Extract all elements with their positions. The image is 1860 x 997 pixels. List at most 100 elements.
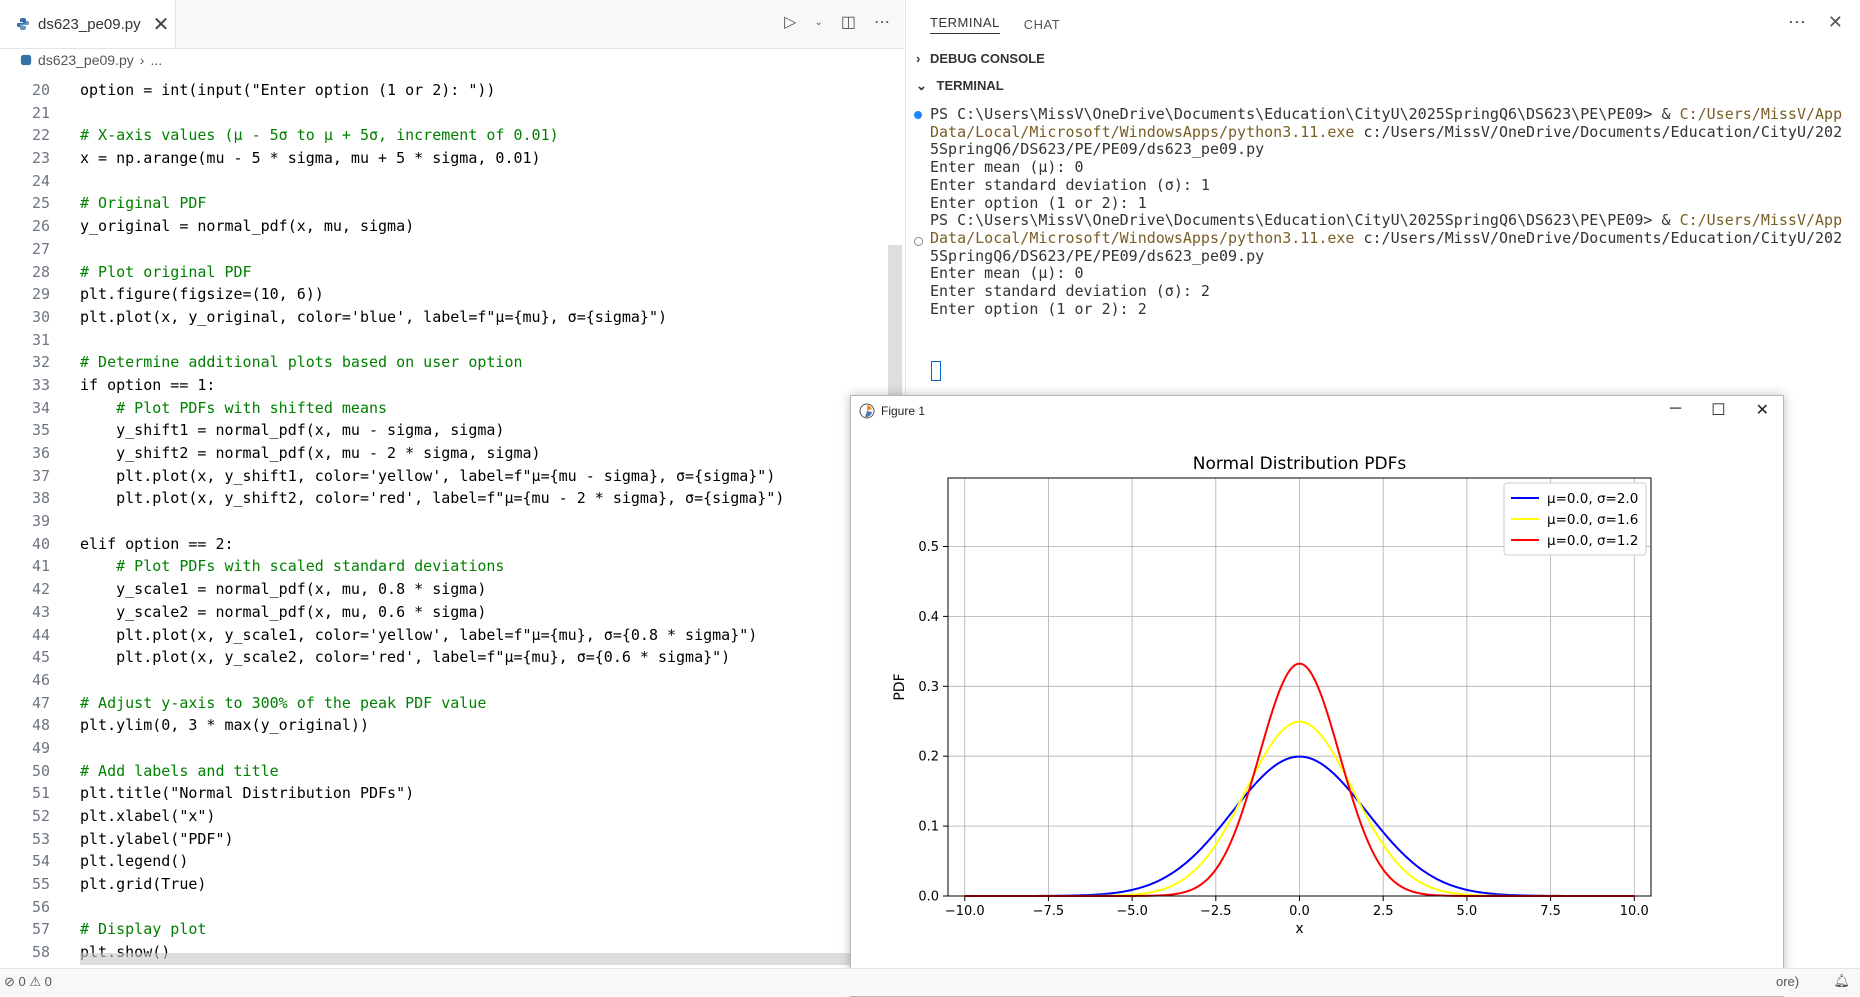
- bell-icon[interactable]: 🔔︎: [1833, 973, 1850, 988]
- line-number: 31: [31, 330, 50, 349]
- line-number: 58: [31, 943, 50, 962]
- code-line[interactable]: 44 plt.plot(x, y_scale1, color='yellow',…: [0, 624, 890, 647]
- code-line[interactable]: 21: [0, 102, 890, 125]
- code-line[interactable]: 45 plt.plot(x, y_scale2, color='red', la…: [0, 646, 890, 669]
- close-tab-button[interactable]: ✕: [152, 13, 170, 36]
- code-line[interactable]: 30 plt.plot(x, y_original, color='blue', …: [0, 306, 890, 329]
- more-actions-icon[interactable]: ⋯: [1787, 12, 1806, 32]
- breadcrumb: ds623_pe09.py › ...: [0, 48, 904, 72]
- editor-tab-bar: ds623_pe09.py ✕ ▷ ⌄ ◫ ⋯: [0, 0, 904, 49]
- code-line[interactable]: 55 plt.grid(True): [0, 873, 890, 896]
- code-line[interactable]: 34 # Plot PDFs with shifted means: [0, 397, 890, 420]
- code-line[interactable]: 38 plt.plot(x, y_shift2, color='red', la…: [0, 487, 890, 510]
- code-line[interactable]: 52 plt.xlabel("x"): [0, 805, 890, 828]
- legend-label: μ=0.0, σ=2.0: [1547, 491, 1638, 507]
- breadcrumb-symbol[interactable]: ...: [150, 52, 163, 68]
- code-line[interactable]: 28 # Plot original PDF: [0, 261, 890, 284]
- x-tick-label: −10.0: [945, 904, 985, 919]
- code-line[interactable]: 35 y_shift1 = normal_pdf(x, mu - sigma, …: [0, 419, 890, 442]
- code-line[interactable]: 22 # X-axis values (μ - 5σ to μ + 5σ, inc…: [0, 124, 890, 147]
- code-line[interactable]: 25 # Original PDF: [0, 192, 890, 215]
- chart: −10.0 −7.5 −5.0 −2.5 0.0 2.5 5.0 7.5 10.0 0.0 0.1 0…: [892, 454, 1652, 937]
- code-line[interactable]: 37 plt.plot(x, y_shift1, color='yellow',…: [0, 465, 890, 488]
- terminal-path: Data/Local/Microsoft/WindowsApps/python3…: [930, 228, 1355, 247]
- close-icon[interactable]: ✕: [1755, 402, 1769, 419]
- line-number: 34: [31, 398, 50, 417]
- split-editor-icon[interactable]: ◫: [840, 14, 856, 31]
- tab-ds623-pe09[interactable]: ds623_pe09.py ✕: [0, 0, 176, 48]
- code-line[interactable]: 20 option = int(input("Enter option (1 or…: [0, 79, 890, 102]
- tab-terminal[interactable]: TERMINAL: [930, 15, 1000, 34]
- code-line[interactable]: 57 # Display plot: [0, 918, 890, 941]
- code-line[interactable]: 51 plt.title("Normal Distribution PDFs"): [0, 782, 890, 805]
- line-number: 20: [31, 81, 50, 99]
- code-text: plt.legend(): [80, 852, 189, 871]
- code-line[interactable]: 46: [0, 669, 890, 692]
- tab-chat[interactable]: CHAT: [1023, 16, 1061, 32]
- terminal-text: c:/Users/MissV/OneDrive/Documents/Educat…: [1354, 228, 1843, 247]
- code-area[interactable]: 20 option = int(input("Enter option (1 or…: [0, 79, 890, 967]
- code-text: plt.plot(x, y_shift1, color='yellow', la…: [80, 466, 776, 485]
- figure-title-bar[interactable]: Figure 1 ─ ☐ ✕: [851, 396, 1783, 426]
- status-item[interactable]: ore): [1776, 974, 1800, 989]
- code-text: plt.plot(x, y_scale2, color='red', label…: [80, 648, 731, 667]
- terminal-line: Enter option (1 or 2): 1: [930, 193, 1147, 214]
- line-number: 48: [31, 716, 50, 735]
- python-file-icon: [20, 54, 32, 66]
- terminal-text: c:/Users/MissV/OneDrive/Documents/Educat…: [1354, 122, 1843, 141]
- command-success-icon[interactable]: [914, 111, 922, 119]
- problems-indicator[interactable]: ⊘ 0 ⚠ 0: [4, 974, 52, 989]
- breadcrumb-file[interactable]: ds623_pe09.py: [38, 52, 134, 68]
- code-line[interactable]: 40 elif option == 2:: [0, 533, 890, 556]
- figure-window-title: Figure 1: [881, 404, 926, 418]
- code-text: option = int(input("Enter option (1 or 2…: [80, 81, 496, 99]
- code-line[interactable]: 49: [0, 737, 890, 760]
- code-line[interactable]: 23 x = np.arange(mu - 5 * sigma, mu + 5 *…: [0, 147, 890, 170]
- code-line[interactable]: 48 plt.ylim(0, 3 * max(y_original)): [0, 714, 890, 737]
- code-line[interactable]: 31: [0, 329, 890, 352]
- close-icon[interactable]: ✕: [1827, 12, 1843, 32]
- matplotlib-icon: [859, 403, 875, 419]
- line-number: 53: [31, 829, 50, 848]
- code-line[interactable]: 42 y_scale1 = normal_pdf(x, mu, 0.8 * si…: [0, 578, 890, 601]
- line-number: 37: [31, 466, 50, 485]
- code-line[interactable]: 26 y_original = normal_pdf(x, mu, sigma): [0, 215, 890, 238]
- horizontal-scrollbar[interactable]: [80, 953, 880, 965]
- code-line[interactable]: 33 if option == 1:: [0, 374, 890, 397]
- line-number: 41: [31, 557, 50, 576]
- code-line[interactable]: 32 # Determine additional plots based on …: [0, 351, 890, 374]
- code-line[interactable]: 56: [0, 896, 890, 919]
- code-line[interactable]: 29 plt.figure(figsize=(10, 6)): [0, 283, 890, 306]
- terminal-text: Enter option (1 or 2): 1: [930, 193, 1147, 212]
- code-text: plt.ylabel("PDF"): [80, 829, 234, 848]
- code-line[interactable]: 47 # Adjust y-axis to 300% of the peak PD…: [0, 692, 890, 715]
- code-text: plt.plot(x, y_scale1, color='yellow', la…: [80, 625, 758, 644]
- editor-actions: ▷ ⌄ ◫ ⋯: [784, 12, 890, 32]
- code-line[interactable]: 43 y_scale2 = normal_pdf(x, mu, 0.6 * si…: [0, 601, 890, 624]
- line-number: 23: [31, 149, 50, 168]
- code-line[interactable]: 39: [0, 510, 890, 533]
- chart-title: Normal Distribution PDFs: [1193, 454, 1407, 474]
- line-number: 35: [31, 421, 50, 440]
- code-line[interactable]: 41 # Plot PDFs with scaled standard devi…: [0, 555, 890, 578]
- terminal-line: Enter standard deviation (σ): 2: [930, 281, 1210, 302]
- command-pending-icon[interactable]: [914, 237, 923, 246]
- code-line[interactable]: 54 plt.legend(): [0, 850, 890, 873]
- debug-console-section[interactable]: › DEBUG CONSOLE: [916, 51, 1045, 66]
- x-tick-label: −7.5: [1033, 904, 1065, 919]
- code-line[interactable]: 53 plt.ylabel("PDF"): [0, 828, 890, 851]
- terminal-cursor: [931, 361, 941, 381]
- code-line[interactable]: 50 # Add labels and title: [0, 760, 890, 783]
- terminal-section[interactable]: ⌄ TERMINAL: [916, 78, 1004, 93]
- terminal-line: Enter standard deviation (σ): 1: [930, 175, 1210, 196]
- line-number: 28: [31, 262, 50, 281]
- code-line[interactable]: 36 y_shift2 = normal_pdf(x, mu - 2 * sig…: [0, 442, 890, 465]
- more-actions-icon[interactable]: ⋯: [874, 14, 890, 31]
- run-dropdown-icon[interactable]: ⌄: [814, 16, 823, 28]
- code-line[interactable]: 24: [0, 170, 890, 193]
- code-line[interactable]: 27: [0, 238, 890, 261]
- minimize-icon[interactable]: ─: [1669, 400, 1682, 417]
- y-tick-label: 0.3: [918, 680, 939, 695]
- maximize-icon[interactable]: ☐: [1711, 402, 1726, 419]
- run-button[interactable]: ▷: [784, 14, 797, 31]
